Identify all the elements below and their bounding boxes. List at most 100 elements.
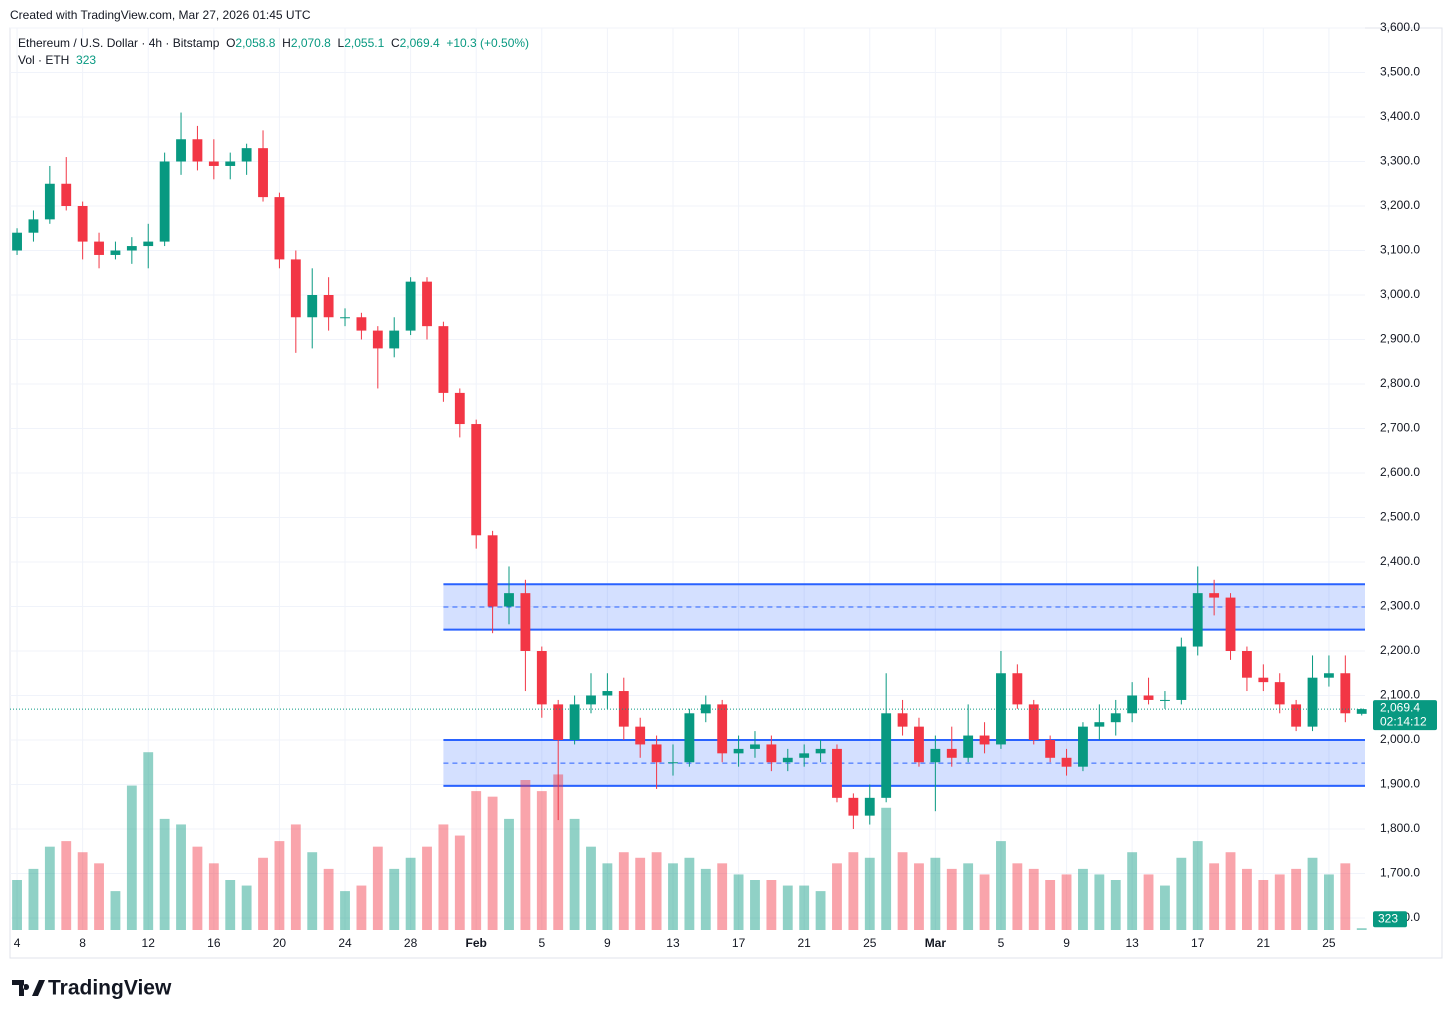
volume-bar <box>356 885 367 930</box>
candle-body <box>832 748 842 798</box>
y-tick-label: 2,600.0 <box>1380 465 1420 479</box>
candle-body <box>1274 682 1285 705</box>
y-tick-label: 2,000.0 <box>1380 732 1420 746</box>
volume-bar <box>946 868 957 930</box>
volume-bar <box>1274 874 1285 930</box>
volume-bar <box>996 841 1006 930</box>
candle-body <box>1291 704 1302 727</box>
candle-body <box>1209 593 1220 598</box>
volume-bar <box>1094 874 1105 930</box>
volume-bar <box>1324 874 1334 930</box>
volume-bar <box>1176 857 1187 930</box>
volume-bar <box>1225 852 1236 930</box>
candle-body <box>176 139 186 162</box>
candle-body <box>438 326 449 393</box>
volume-bar <box>1143 874 1154 930</box>
candle-body <box>1258 677 1269 683</box>
open: 2,058.8 <box>235 36 276 50</box>
candle-body <box>1012 673 1023 705</box>
candle-body <box>618 691 629 727</box>
volume-bar <box>159 818 170 930</box>
volume-bar <box>471 791 482 930</box>
volume-bar <box>307 852 318 930</box>
candle-body <box>258 148 268 198</box>
candle-body <box>1242 650 1252 678</box>
y-tick-label: 3,000.0 <box>1380 287 1420 301</box>
y-tick-label: 1,700.0 <box>1380 866 1420 880</box>
change: +10.3 (+0.50%) <box>446 36 530 50</box>
y-tick-label: 2,700.0 <box>1380 421 1420 435</box>
candle-body <box>487 535 498 607</box>
volume-bar <box>1110 880 1121 930</box>
last-price-box <box>1373 700 1437 731</box>
x-tick-label: 25 <box>1322 936 1336 950</box>
y-tick-label: 1,900.0 <box>1380 777 1420 791</box>
candle-body <box>1028 704 1039 740</box>
volume-bar <box>586 846 596 930</box>
volume-bar <box>684 857 695 930</box>
candle-body <box>1192 593 1203 647</box>
candle-body <box>815 748 826 754</box>
candle-body <box>1356 709 1367 714</box>
volume-bar <box>618 852 629 930</box>
volume-bar <box>1028 868 1039 930</box>
symbol: Ethereum / U.S. Dollar · 4h · Bitstamp <box>18 36 220 50</box>
x-tick-label: 13 <box>666 936 680 950</box>
volume-bar <box>1045 880 1056 930</box>
brand: TradingView <box>48 977 172 1000</box>
x-tick-label: 17 <box>732 936 746 950</box>
candle-body <box>1307 677 1318 727</box>
candle-body <box>94 241 104 255</box>
last-price-label: 2,069.4 <box>1380 700 1420 714</box>
volume-bar <box>569 818 580 930</box>
candle-body <box>553 704 564 740</box>
candle-body <box>1143 695 1154 700</box>
volume-bar <box>1307 857 1318 930</box>
volume-bar <box>963 863 974 930</box>
candle-body <box>1045 739 1056 758</box>
candle-body <box>799 753 810 758</box>
candle-body <box>241 148 252 162</box>
volume-bar <box>520 780 531 930</box>
volume-bar <box>979 874 990 930</box>
candle-body <box>1225 597 1236 651</box>
x-tick-label: Mar <box>925 936 947 950</box>
candle-body <box>143 241 154 247</box>
volume-bar <box>1078 868 1088 930</box>
candle-body <box>356 317 367 331</box>
candle-body <box>454 392 465 425</box>
volume-bar <box>126 785 137 930</box>
candle-body <box>471 424 482 536</box>
x-tick-label: 16 <box>207 936 221 950</box>
y-tick-label: 2,500.0 <box>1380 510 1420 524</box>
volume-bar <box>241 885 252 930</box>
volume-bar <box>897 852 908 930</box>
volume-bar <box>930 857 941 930</box>
candle-body <box>340 317 350 319</box>
y-tick-label: 3,500.0 <box>1380 65 1420 79</box>
candle-body <box>61 183 72 207</box>
volume-bar <box>668 863 678 930</box>
candle-body <box>979 735 990 745</box>
candle-body <box>848 797 859 816</box>
candle-body <box>520 593 531 651</box>
candle-body <box>914 726 924 763</box>
candle-body <box>372 330 383 349</box>
volume-bar <box>143 752 154 930</box>
candle-body <box>651 744 662 763</box>
x-tick-label: 21 <box>1257 936 1271 950</box>
candle-body <box>668 762 678 764</box>
candle-body <box>700 704 711 714</box>
created: Created with TradingView.com, Mar 27, 20… <box>10 8 311 22</box>
y-tick-label: 3,300.0 <box>1380 154 1420 168</box>
x-tick-label: 5 <box>538 936 545 950</box>
chart-frame <box>9 27 1443 959</box>
x-tick-label: 24 <box>338 936 352 950</box>
candle-body <box>684 713 695 763</box>
y-tick-label: 3,200.0 <box>1380 198 1420 212</box>
y-tick-label: 3,100.0 <box>1380 243 1420 257</box>
y-tick-label: 1,800.0 <box>1380 821 1420 835</box>
candle-body <box>389 330 400 349</box>
candle-body <box>307 295 318 318</box>
x-tick-label: 4 <box>14 936 21 950</box>
